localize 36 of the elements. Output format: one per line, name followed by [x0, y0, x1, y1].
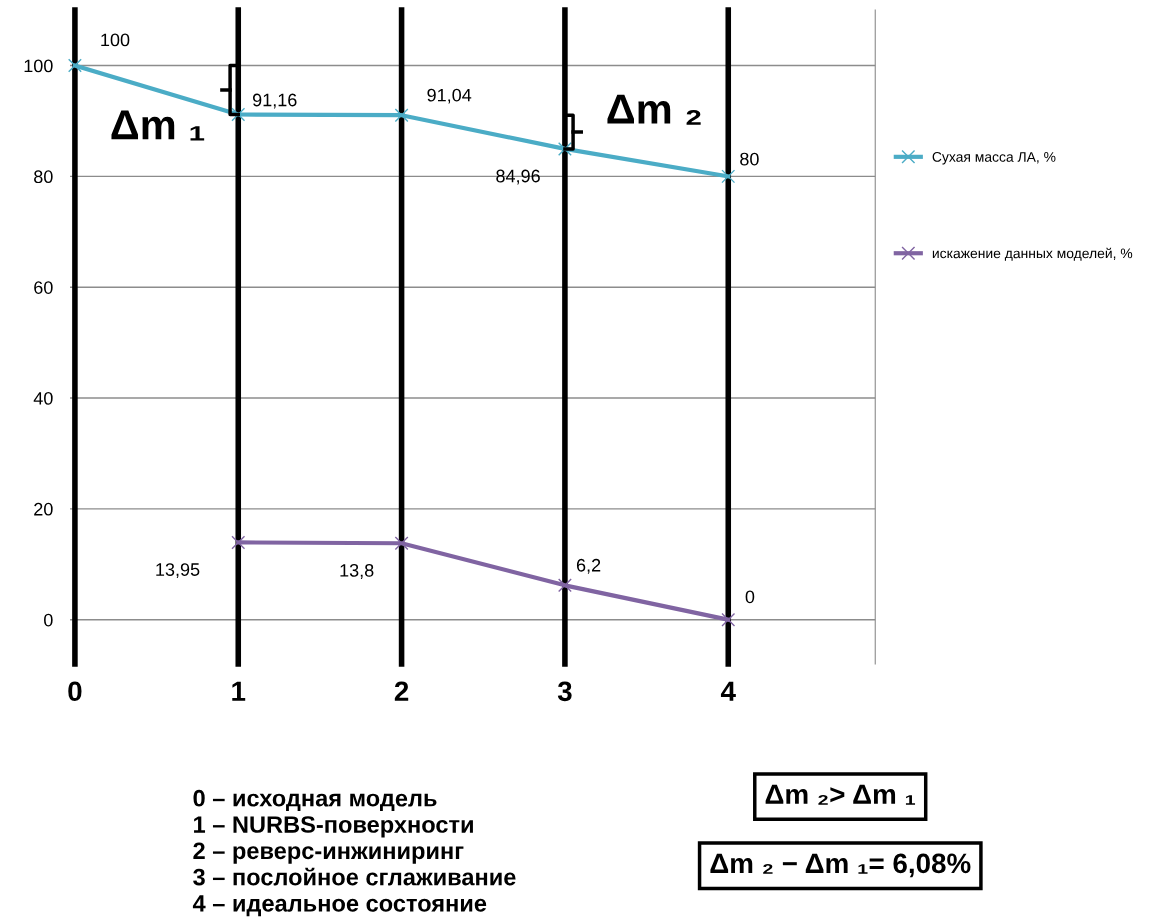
y-tick-label: 0 [44, 613, 53, 627]
data-label: 6,2 [576, 558, 601, 574]
point [721, 169, 736, 184]
x-tick-label: 2 [394, 681, 409, 701]
data-label: 100 [101, 33, 130, 47]
data-label: 80 [740, 152, 759, 166]
point [721, 612, 736, 627]
point [67, 58, 82, 73]
y-tick-label: 100 [24, 59, 53, 73]
data-label: 91,16 [252, 93, 297, 109]
point [231, 107, 246, 122]
x-tick-label: 0 [68, 681, 82, 702]
point [557, 578, 572, 593]
data-label: 13,95 [156, 563, 200, 579]
y-tick-label: 20 [34, 502, 53, 516]
data-label: 91,04 [427, 88, 472, 104]
y-tick-label: 60 [34, 281, 53, 294]
y-tick-label: 40 [33, 391, 53, 405]
y-tick-label: 80 [34, 170, 53, 184]
point [557, 141, 572, 156]
x-tick-label: 1 [232, 681, 246, 701]
legend-label: искажение данных моделей, % [932, 247, 1133, 261]
point [394, 108, 409, 123]
annotation: Δm ₁ [111, 110, 205, 141]
x-tick-label: 3 [557, 681, 572, 702]
text: 0 – исходная модель 1 – NURBS-поверхности 2 – реверс-инжиниринг 3 – послойное сглаживание 4 – идеальное состояние [192, 789, 516, 917]
point [394, 536, 409, 551]
annotation: Δm ₂ [607, 94, 701, 125]
x-tick-label: 4 [720, 681, 736, 701]
text: Δm ₂> Δm ₁ [765, 784, 916, 805]
text: Δm ₂ − Δm ₁= 6,08% [710, 853, 971, 878]
legend-label: Сухая масса ЛА, % [932, 151, 1056, 165]
data-label: 13,8 [340, 563, 374, 579]
data-label: 0 [745, 590, 755, 604]
point [231, 535, 246, 550]
data-label: 84,96 [496, 169, 540, 185]
